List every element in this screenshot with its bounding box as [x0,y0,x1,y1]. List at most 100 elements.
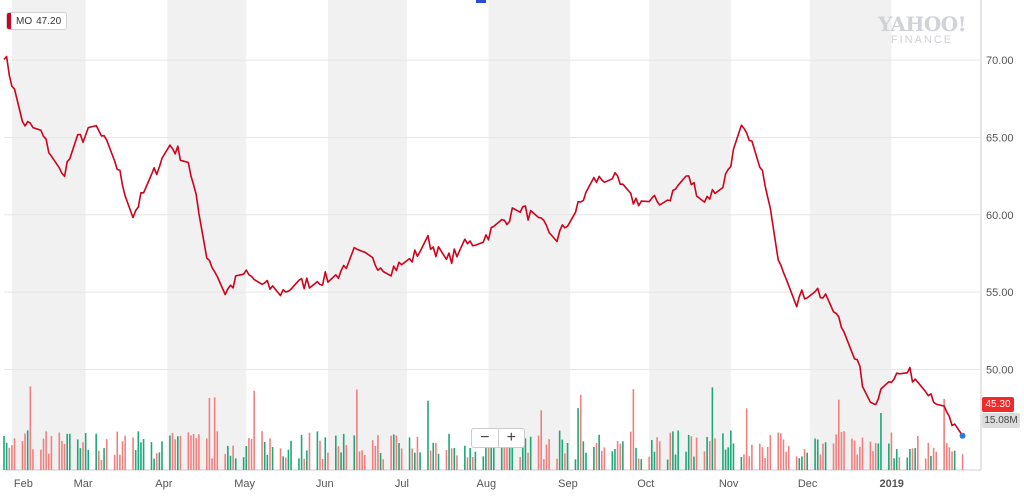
volume-bar [935,451,938,470]
volume-bar [76,439,79,470]
volume-bar [435,442,437,470]
price-line [3,55,964,437]
volume-bar [822,443,824,470]
volume-bar [187,432,190,470]
volume-bar [503,441,506,470]
volume-bar [282,456,284,470]
volume-bar [263,441,266,470]
volume-bar [677,430,679,470]
volume-bar [21,441,24,470]
volume-bar [777,432,780,470]
zoom-in-button[interactable]: + [506,429,516,446]
volume-bar [961,454,964,470]
volume-bar [632,389,635,470]
volume-bar [840,431,843,470]
volume-bar [819,454,822,470]
x-tick-label: Oct [637,478,654,490]
volume-bar [595,442,598,470]
volume-bar [134,450,137,470]
volume-bar [155,453,158,470]
volume-bar [306,450,308,470]
zoom-out-button[interactable]: − [472,429,499,447]
volume-bar [287,449,290,470]
volume-bar [843,431,845,470]
volume-bar [474,451,477,470]
volume-bar [179,435,182,470]
volume-bar [856,454,859,470]
volume-bar [11,445,13,470]
volume-bar [119,454,121,470]
volume-bar [951,451,953,470]
volume-bar [61,440,63,470]
month-band [11,0,86,470]
volume-bar [377,435,379,470]
volume-bar [229,455,232,470]
volume-bar [392,434,395,470]
volume-bar [279,448,282,470]
month-band [809,0,892,470]
volume-bar [324,437,327,470]
volume-bar [158,452,161,470]
volume-bar [658,441,661,470]
volume-bar [79,448,82,470]
volume-bar [579,394,582,470]
volume-bar [485,446,487,470]
volume-bar [300,434,303,470]
volume-bar [271,447,274,470]
volume-bar [195,438,198,470]
volume-bar [105,439,108,470]
volume-bar [142,438,145,470]
volume-bar [687,434,690,470]
volume-bar [42,438,45,470]
volume-bar [245,445,248,470]
month-band [167,0,247,470]
volume-bar [519,456,521,470]
volume-bar [290,440,292,470]
volume-bar [648,456,650,470]
volume-bar [669,432,672,470]
volume-bar [84,433,87,470]
volume-bar [916,435,919,470]
volume-bar [508,430,511,470]
volume-bar [45,431,47,470]
volume-bar [356,389,358,470]
month-band [488,0,571,470]
volume-bar [582,441,585,470]
y-tick-label: 55.00 [986,287,1014,299]
volume-bar [730,430,732,470]
volume-bar [171,432,174,470]
volume-bar [714,438,716,470]
volume-bar [529,436,532,470]
x-tick-label: Jun [316,478,334,490]
volume-bar [150,442,153,470]
volume-bar [782,439,785,470]
volume-bar [711,387,714,470]
volume-bar [629,431,632,470]
volume-bar [466,457,469,470]
volume-bar [943,398,945,470]
ticker-badge[interactable]: MO 47.20 [6,12,68,30]
series-color-swatch [7,13,11,29]
volume-bar [5,442,8,470]
volume-bar [703,451,706,470]
volume-bar [806,452,808,470]
volume-bar [303,458,306,470]
volume-bar [453,448,456,470]
volume-bar [269,438,271,470]
volume-bar [835,434,837,470]
volume-bar [224,454,227,470]
volume-bar [345,445,348,470]
volume-bar [335,435,337,470]
volume-bar [787,446,790,470]
volume-bar [13,438,16,470]
last-price-tag: 45.30 [982,397,1014,412]
volume-bar [66,433,69,470]
volume-bar [798,458,801,470]
volume-bar [100,459,103,470]
zoom-control[interactable]: − + [471,428,525,448]
price-series [3,55,966,439]
volume-bar [795,456,798,470]
volume-bar [574,459,577,470]
ticker-price: 47.20 [36,15,62,27]
